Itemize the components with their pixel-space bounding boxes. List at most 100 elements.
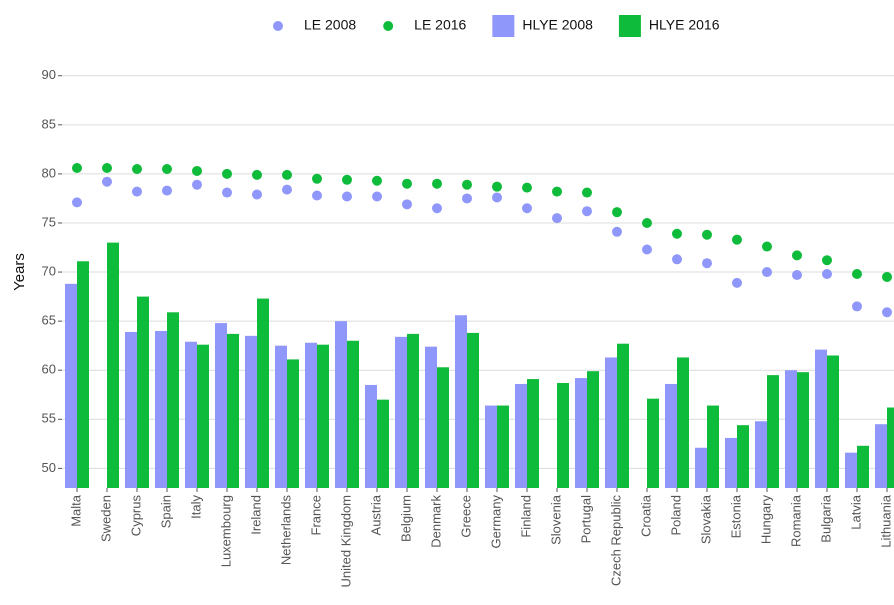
point (432, 178, 442, 189)
x-tick-label: Germany (488, 495, 503, 549)
point (282, 169, 292, 180)
point (252, 169, 262, 180)
point (342, 191, 352, 202)
legend-swatch (492, 15, 515, 37)
x-tick-label: Ireland (248, 495, 263, 535)
bar (815, 349, 827, 488)
x-tick-label: Lithuania (878, 494, 893, 548)
x-tick-label: Latvia (848, 494, 863, 529)
x-tick-label: Czech Republic (608, 495, 623, 587)
bar (575, 378, 587, 488)
x-tick-label: Spain (158, 495, 173, 528)
point (72, 197, 82, 208)
point (672, 254, 682, 265)
x-tick-label: Sweden (98, 495, 113, 542)
point (372, 191, 382, 202)
point (822, 255, 832, 266)
legend-swatch (618, 15, 641, 37)
bar (107, 242, 119, 488)
bar (185, 341, 197, 488)
bar (407, 333, 419, 488)
x-tick-label: Slovenia (548, 494, 563, 545)
y-tick-label: 50 (42, 460, 56, 475)
point (642, 244, 652, 255)
x-tick-label: Austria (368, 494, 383, 535)
x-tick-label: Finland (518, 495, 533, 538)
bar (725, 437, 737, 488)
x-tick-label: Bulgaria (818, 494, 833, 542)
bar (167, 312, 179, 488)
x-tick-label: Hungary (758, 495, 773, 545)
point (492, 181, 502, 192)
point (882, 271, 892, 282)
bar (197, 344, 209, 488)
point (492, 192, 502, 203)
point (192, 165, 202, 176)
x-tick-label: Romania (788, 494, 803, 547)
point (222, 168, 232, 179)
y-tick-label: 80 (42, 165, 56, 180)
bar (437, 367, 449, 488)
bar (125, 331, 137, 488)
point (432, 203, 442, 214)
bar (155, 330, 167, 488)
y-tick-label: 55 (42, 411, 56, 426)
point (312, 173, 322, 184)
bar (665, 383, 677, 488)
x-tick-label: Portugal (578, 495, 593, 544)
point (582, 206, 592, 217)
x-tick-label: Croatia (638, 494, 653, 537)
bar (605, 357, 617, 488)
legend-label: LE 2008 (304, 17, 356, 33)
point (612, 226, 622, 237)
y-tick-label: 65 (42, 313, 56, 328)
point (822, 269, 832, 280)
x-tick-label: Luxembourg (218, 495, 233, 567)
point (402, 199, 412, 210)
bar (257, 298, 269, 488)
point (192, 179, 202, 190)
point (792, 250, 802, 261)
point (462, 193, 472, 204)
point (702, 258, 712, 269)
bar (647, 398, 659, 488)
point (72, 163, 82, 174)
point (342, 174, 352, 185)
x-tick-label: Denmark (428, 495, 443, 548)
bar (377, 399, 389, 488)
point (252, 189, 262, 200)
legend-swatch (273, 21, 283, 31)
point (522, 182, 532, 193)
y-tick-label: 85 (42, 116, 56, 131)
bar (227, 333, 239, 488)
x-tick-label: United Kingdom (338, 495, 353, 588)
bar (245, 335, 257, 488)
x-tick-label: Malta (68, 494, 83, 527)
bar (677, 357, 689, 488)
point (222, 187, 232, 198)
bar (485, 405, 497, 488)
point (102, 176, 112, 187)
bar (695, 447, 707, 488)
x-tick-label: Slovakia (698, 494, 713, 544)
bar (65, 283, 77, 488)
y-tick-label: 90 (42, 67, 56, 82)
point (732, 277, 742, 288)
point (162, 163, 172, 174)
x-tick-label: France (308, 495, 323, 535)
bar (737, 425, 749, 488)
bar (797, 372, 809, 488)
bar (557, 382, 569, 488)
point (402, 178, 412, 189)
bar (335, 321, 347, 488)
point (522, 203, 532, 214)
y-axis-label: Years (11, 253, 28, 291)
bar (215, 323, 227, 488)
bar (287, 359, 299, 488)
bar (317, 344, 329, 488)
bar (395, 336, 407, 488)
x-tick-label: Italy (188, 495, 203, 519)
x-tick-label: Netherlands (278, 495, 293, 566)
y-tick-label: 75 (42, 214, 56, 229)
point (102, 163, 112, 174)
